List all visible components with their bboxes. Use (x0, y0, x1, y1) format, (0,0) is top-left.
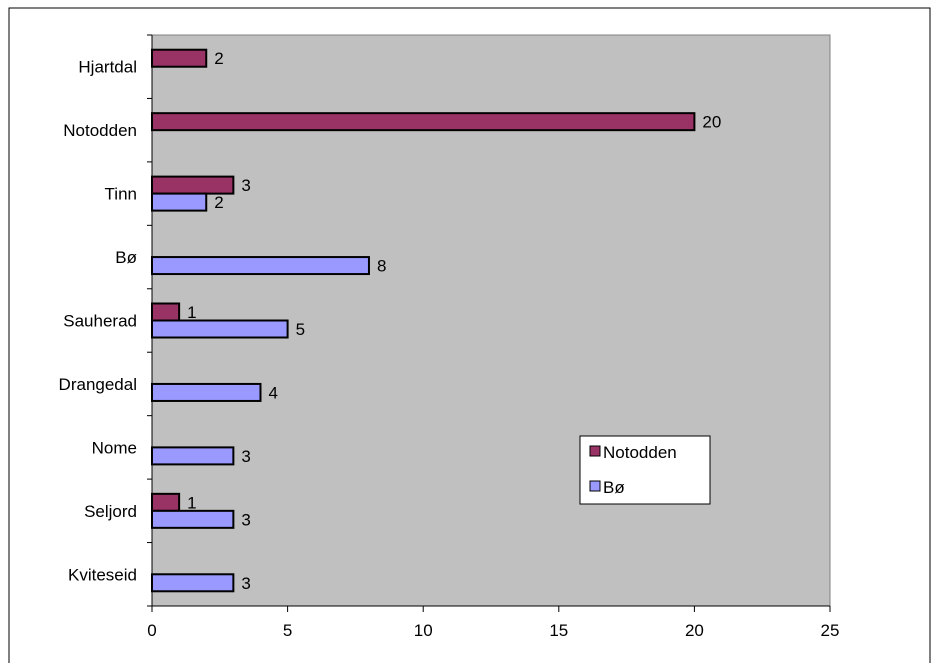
bar-bo (151, 446, 235, 466)
data-label: 2 (214, 49, 223, 68)
x-tick-label: 5 (283, 621, 292, 640)
bar-notodden (151, 302, 181, 322)
axes: 0 5 10 15 20 25HjartdalNotoddenTinnBøSauherad… (59, 34, 840, 640)
bar-notodden (151, 48, 208, 68)
data-label: 3 (241, 510, 250, 529)
data-label: 3 (241, 176, 250, 195)
category-label: Hjartdal (78, 58, 137, 77)
x-tick-label: 10 (414, 621, 433, 640)
category-label: Tinn (105, 185, 137, 204)
data-label: 1 (187, 303, 196, 322)
bar-bo (151, 192, 208, 212)
data-label: 3 (241, 574, 250, 593)
x-tick-label: 25 (821, 621, 840, 640)
category-label: Nome (92, 438, 137, 457)
bar-notodden (151, 175, 235, 195)
bar-bo (151, 256, 370, 276)
bars (151, 48, 696, 593)
category-label: Drangedal (59, 375, 137, 394)
category-label: Kviteseid (68, 565, 137, 584)
x-tick-label: 15 (549, 621, 568, 640)
data-label: 20 (702, 113, 721, 132)
legend: Notodden Bø (579, 435, 711, 505)
bar-bo (151, 509, 235, 529)
category-label: Seljord (84, 502, 137, 521)
category-label: Notodden (63, 121, 137, 140)
x-tick-label: 0 (147, 621, 156, 640)
bar-notodden (151, 112, 696, 132)
legend-swatch-bo (589, 480, 601, 492)
bar-bo (151, 319, 289, 339)
legend-swatch-notodden (589, 445, 601, 457)
legend-label-bo: Bø (603, 478, 625, 497)
data-label: 3 (241, 447, 250, 466)
category-label: Bø (115, 248, 137, 267)
category-label: Sauherad (63, 312, 137, 331)
data-label: 5 (296, 320, 305, 339)
bar-notodden (151, 492, 181, 512)
bar-bo (151, 382, 262, 402)
x-tick-label: 20 (685, 621, 704, 640)
data-label: 4 (268, 383, 277, 402)
legend-box (579, 435, 711, 505)
data-label: 8 (377, 257, 386, 276)
bar-bo (151, 573, 235, 593)
legend-label-notodden: Notodden (603, 443, 677, 462)
data-label: 2 (214, 193, 223, 212)
data-label: 1 (187, 493, 196, 512)
